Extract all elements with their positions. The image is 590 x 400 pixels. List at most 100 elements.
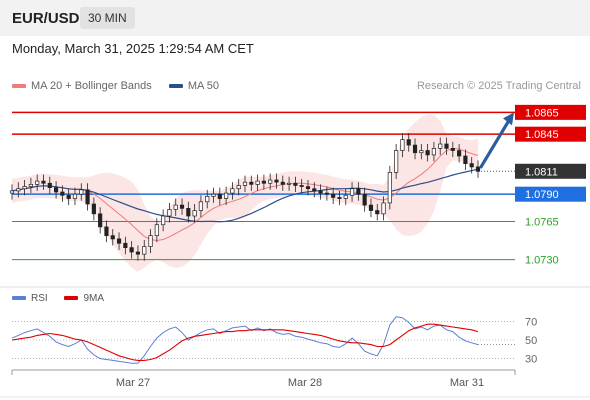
candle [261,174,266,190]
candle-body [318,190,323,194]
timeframe-selector[interactable]: 30 MIN [80,7,135,29]
candle [450,141,455,158]
candle-body [324,192,329,195]
candle-body [349,188,355,196]
candle-body [419,150,424,154]
candle-body [242,181,248,186]
candle-body [268,179,273,184]
candle-body [274,179,279,183]
candle-body [406,139,411,146]
level-tag-resistance [515,104,586,120]
candle [274,173,279,189]
chart-header: EUR/USD 30 MIN [0,0,590,36]
candle-body [186,208,191,217]
candle [16,182,21,198]
candle-body [438,143,443,149]
candle-body [16,188,21,192]
bollinger-band [12,114,478,272]
candle-body [312,188,317,192]
candle [47,176,52,195]
candle [242,175,248,192]
candle [286,176,292,191]
candle-body [224,192,229,199]
legend-swatch-ma20 [12,84,26,89]
candle [35,174,40,191]
legend-swatch-ma50 [168,84,183,89]
candle-body [148,235,153,247]
candle-body [123,242,128,248]
candle-body [79,189,84,195]
candle-body [167,209,172,217]
candle [224,186,229,206]
candle [293,176,298,192]
candle [349,182,355,202]
candle [205,189,210,209]
candle-body [394,150,399,173]
candle [135,245,141,261]
legend-item-rsi: RSI [12,293,48,304]
rsi-line [11,316,479,364]
candle-body [368,204,374,211]
candle [469,157,474,174]
candle [394,144,399,179]
candle-body [22,186,27,190]
candle-body [444,143,449,149]
candle [268,173,273,190]
candle [179,198,185,215]
level-label: 1.0765 [525,216,559,228]
candle-body [255,180,260,185]
level-tag-current [515,163,586,179]
rsi-tick-label: 30 [525,354,537,366]
candle [123,236,128,255]
candle-body [110,235,115,240]
candle [343,188,348,206]
candle-body [129,247,134,253]
candle [318,184,323,200]
candle [412,138,418,160]
candle-body [331,193,336,198]
candle [110,229,115,246]
candle-body [154,224,159,236]
candle [331,187,336,204]
candle-body [286,182,292,185]
level-tag-pivot [515,186,586,202]
candle-body [179,204,185,209]
candle-body [28,184,33,187]
candle [299,178,304,194]
candle [116,232,122,250]
candle [173,198,178,216]
rsi-9ma-line [11,323,479,361]
candle [438,137,443,155]
legend-label-9ma: 9MA [83,293,105,304]
candle-body [192,210,197,217]
candle [28,177,33,194]
candle [98,207,103,234]
candle-body [173,204,178,210]
candle [375,204,380,221]
candle-body [85,189,90,205]
candle [79,183,84,201]
candle-body [47,182,52,188]
candle-body [387,172,392,204]
candle-body [463,155,468,164]
candle-body [60,191,65,196]
candle-body [41,180,46,184]
candle-body [293,182,298,186]
level-tag-resistance [515,126,586,142]
candle-body [35,180,40,185]
candle-body [280,181,285,185]
candle [230,182,235,200]
candle-body [211,193,216,197]
candle-body [356,188,361,195]
candle [9,184,15,200]
x-tick-label: Mar 31 [450,377,484,389]
level-label: 1.0845 [525,129,559,141]
candle-body [236,185,241,190]
legend-swatch-rsi [12,296,26,301]
level-label: 1.0811 [525,166,558,178]
legend-item-ma20: MA 20 + Bollinger Bands [12,80,152,92]
legend-label-ma50: MA 50 [187,80,220,92]
candle-body [116,238,122,244]
candle [362,187,367,212]
